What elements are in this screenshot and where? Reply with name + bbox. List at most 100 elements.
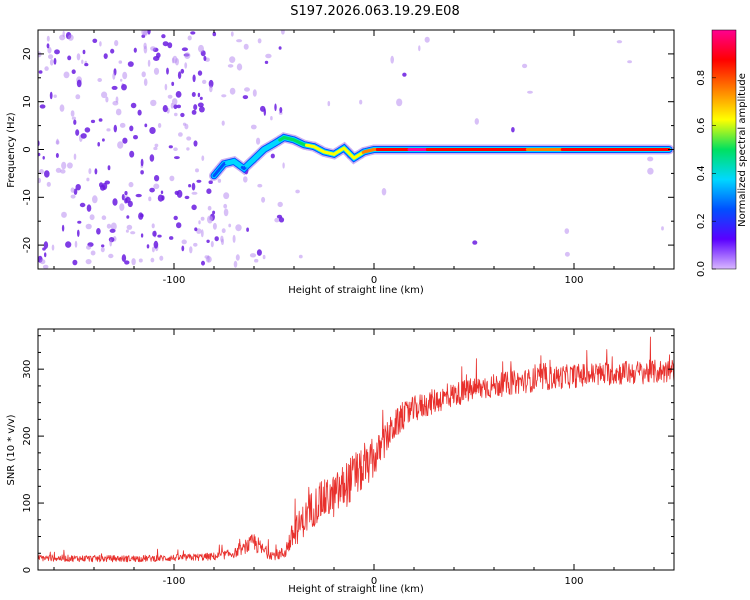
noise-speckle [424, 36, 430, 43]
noise-speckle [162, 41, 169, 47]
noise-speckle [527, 90, 533, 94]
noise-speckle [107, 165, 111, 171]
noise-speckle [121, 194, 125, 201]
colorbar-tick-label: 0.8 [696, 70, 707, 86]
spectrogram-x-ticks: -100 0 100 [53, 30, 655, 286]
noise-speckle [130, 231, 136, 235]
noise-speckle [192, 74, 196, 83]
noise-speckle [154, 143, 159, 148]
noise-speckle [63, 71, 70, 79]
noise-speckle [51, 244, 55, 251]
noise-speckle [119, 122, 126, 128]
noise-speckle [153, 240, 159, 249]
noise-speckle [67, 34, 74, 41]
noise-speckle [137, 109, 142, 116]
noise-speckle [168, 145, 173, 149]
noise-speckle [141, 30, 148, 36]
noise-speckle [42, 247, 46, 251]
noise-speckle [56, 138, 59, 145]
y-tick-label: 0 [22, 146, 33, 152]
noise-speckle [67, 162, 73, 169]
y-tick-label: -20 [22, 237, 33, 253]
noise-speckle [112, 198, 118, 206]
spectrogram-x-axis-label: Height of straight line (km) [288, 285, 424, 296]
noise-speckle [199, 96, 203, 100]
y-tick-label: 0 [22, 567, 33, 573]
noise-speckle [256, 249, 262, 256]
noise-speckle [244, 87, 250, 92]
noise-speckle [208, 180, 213, 184]
noise-speckle [54, 49, 60, 55]
noise-speckle [144, 123, 148, 128]
colorbar-label: Normalized spectral amplitude [737, 73, 748, 227]
noise-speckle [229, 56, 236, 63]
noise-speckle [101, 215, 107, 220]
snr-panel: -100 0 100 0 100 200 300 Height of straight l… [6, 328, 675, 595]
noise-speckle [188, 184, 192, 188]
noise-speckle [124, 191, 128, 196]
noise-speckle [146, 244, 150, 249]
noise-speckle [106, 128, 111, 132]
noise-speckle [174, 156, 180, 160]
colorbar-scale [711, 29, 737, 270]
noise-speckle [53, 57, 57, 65]
noise-speckle [76, 53, 81, 61]
noise-speckle [99, 41, 102, 47]
noise-speckle [75, 94, 81, 100]
noise-speckle [184, 195, 190, 200]
noise-speckle [71, 116, 76, 120]
noise-speckle [121, 84, 127, 91]
noise-speckle [147, 30, 151, 35]
noise-speckle [115, 96, 119, 103]
noise-speckle [70, 187, 75, 193]
noise-speckle [278, 217, 285, 223]
y-tick-label: 100 [22, 494, 33, 513]
noise-speckle [191, 204, 197, 211]
noise-speckle [181, 239, 187, 245]
noise-speckle [221, 94, 227, 98]
noise-speckle [92, 195, 98, 204]
noise-speckle [229, 87, 236, 95]
noise-speckle [176, 104, 181, 109]
noise-speckle [118, 60, 123, 64]
noise-speckle [187, 35, 192, 41]
noise-speckle [85, 259, 92, 265]
noise-speckle [120, 78, 123, 82]
noise-speckle [75, 184, 81, 191]
noise-speckle [223, 208, 229, 217]
noise-speckle [176, 222, 182, 229]
noise-speckle [381, 188, 387, 196]
noise-speckle [152, 230, 157, 237]
noise-speckle [102, 182, 108, 190]
noise-speckle [90, 250, 96, 256]
noise-speckle [43, 241, 49, 249]
noise-speckle [197, 102, 204, 108]
noise-speckle [204, 255, 210, 259]
noise-speckle [148, 196, 152, 202]
noise-speckle [208, 79, 214, 88]
noise-speckle [522, 63, 528, 69]
noise-speckle [182, 122, 187, 126]
noise-speckle [67, 55, 72, 61]
noise-speckle [125, 196, 131, 203]
noise-speckle [74, 240, 78, 248]
noise-speckle [193, 140, 198, 147]
noise-speckle [80, 133, 87, 139]
noise-speckle [196, 179, 202, 183]
noise-speckle [122, 137, 128, 144]
noise-speckle [108, 253, 114, 259]
noise-speckle [227, 64, 234, 68]
noise-speckle [184, 52, 191, 59]
noise-speckle [250, 124, 257, 130]
noise-speckle [111, 85, 118, 90]
noise-speckle [53, 94, 57, 98]
noise-speckle [201, 155, 205, 161]
noise-speckle [46, 181, 51, 187]
noise-speckle [156, 52, 161, 59]
noise-speckle [184, 62, 188, 69]
noise-speckle [390, 55, 395, 64]
noise-speckle [49, 91, 53, 100]
noise-speckle [564, 251, 570, 257]
noise-speckle [103, 53, 108, 59]
noise-speckle [616, 40, 623, 44]
